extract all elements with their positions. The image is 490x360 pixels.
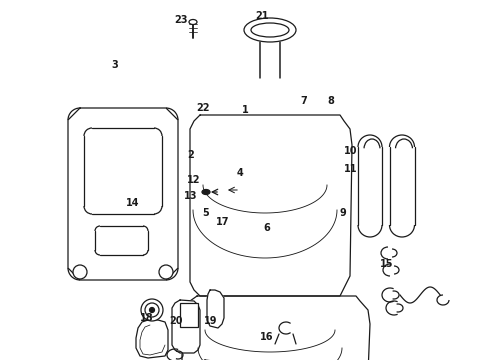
- Text: 6: 6: [264, 223, 270, 233]
- Ellipse shape: [202, 189, 210, 194]
- Text: 16: 16: [260, 332, 274, 342]
- Polygon shape: [207, 290, 224, 328]
- Bar: [180, 303, 198, 327]
- Text: 9: 9: [340, 208, 346, 218]
- Polygon shape: [182, 296, 370, 360]
- Ellipse shape: [251, 23, 289, 37]
- Ellipse shape: [149, 307, 154, 312]
- Ellipse shape: [244, 18, 296, 42]
- Text: 22: 22: [196, 103, 210, 113]
- Text: 7: 7: [300, 96, 307, 106]
- Polygon shape: [136, 320, 168, 358]
- Text: 8: 8: [327, 96, 334, 106]
- Ellipse shape: [145, 303, 159, 317]
- Polygon shape: [390, 147, 415, 225]
- Text: 19: 19: [204, 316, 218, 326]
- Ellipse shape: [73, 265, 87, 279]
- Text: 5: 5: [202, 208, 209, 218]
- Text: 20: 20: [170, 316, 183, 326]
- Text: 23: 23: [174, 15, 188, 25]
- Polygon shape: [172, 300, 200, 353]
- Text: 1: 1: [242, 105, 248, 115]
- Text: 15: 15: [380, 258, 394, 269]
- Ellipse shape: [141, 299, 163, 321]
- Text: 11: 11: [343, 164, 357, 174]
- Text: 2: 2: [188, 150, 195, 160]
- Text: 3: 3: [112, 60, 119, 70]
- Polygon shape: [190, 115, 352, 296]
- Text: 17: 17: [216, 217, 230, 227]
- Text: 4: 4: [237, 168, 244, 178]
- Ellipse shape: [159, 265, 173, 279]
- Text: 21: 21: [255, 11, 269, 21]
- Text: 12: 12: [187, 175, 200, 185]
- Text: 13: 13: [184, 191, 198, 201]
- Polygon shape: [68, 108, 178, 280]
- Ellipse shape: [189, 19, 197, 24]
- Polygon shape: [358, 147, 382, 225]
- Text: 18: 18: [140, 312, 154, 323]
- Text: 10: 10: [343, 146, 357, 156]
- Text: 14: 14: [125, 198, 139, 208]
